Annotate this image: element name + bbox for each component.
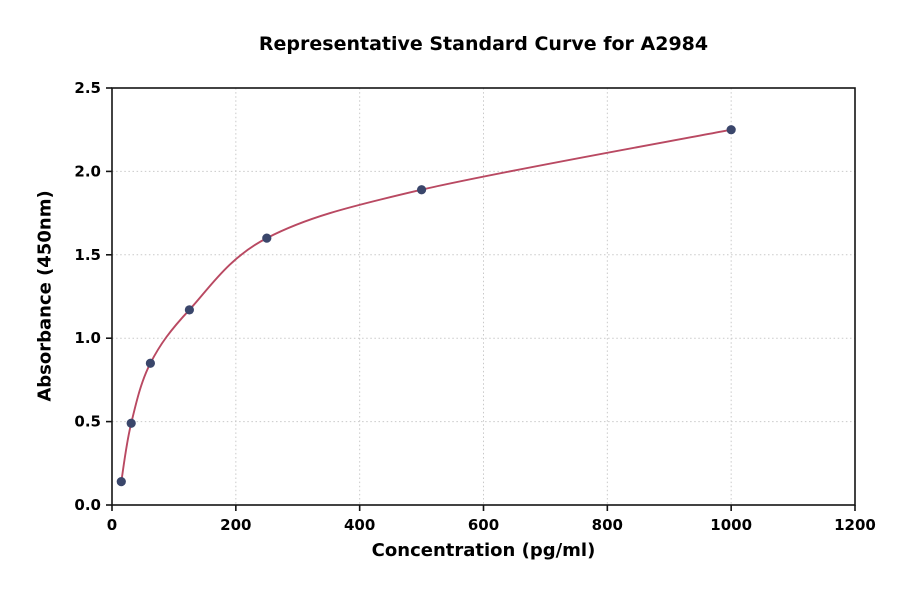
fit-curve [120, 128, 732, 482]
x-tick-label: 400 [344, 516, 375, 534]
x-axis-label: Concentration (pg/ml) [371, 540, 596, 561]
data-point [116, 477, 126, 487]
x-tick-label: 200 [220, 516, 251, 534]
data-point [262, 233, 272, 243]
x-tick-label: 1200 [834, 516, 876, 534]
plot-frame [111, 87, 856, 506]
x-tick-label: 0 [107, 516, 117, 534]
x-tick-label: 1000 [710, 516, 752, 534]
data-point [126, 418, 136, 428]
data-point [726, 125, 736, 135]
y-tick-label: 0.5 [74, 413, 101, 431]
data-point [184, 305, 194, 315]
y-tick-label: 2.0 [74, 162, 101, 180]
y-tick-label: 1.0 [74, 329, 101, 347]
x-tick-label: 600 [468, 516, 499, 534]
y-tick-label: 0.0 [74, 496, 101, 514]
chart-title: Representative Standard Curve for A2984 [258, 33, 709, 55]
y-tick-label: 1.5 [74, 246, 101, 264]
data-point [416, 185, 427, 195]
y-tick-label: 2.5 [74, 79, 101, 97]
x-tick-label: 800 [592, 516, 623, 534]
data-point [145, 358, 155, 368]
